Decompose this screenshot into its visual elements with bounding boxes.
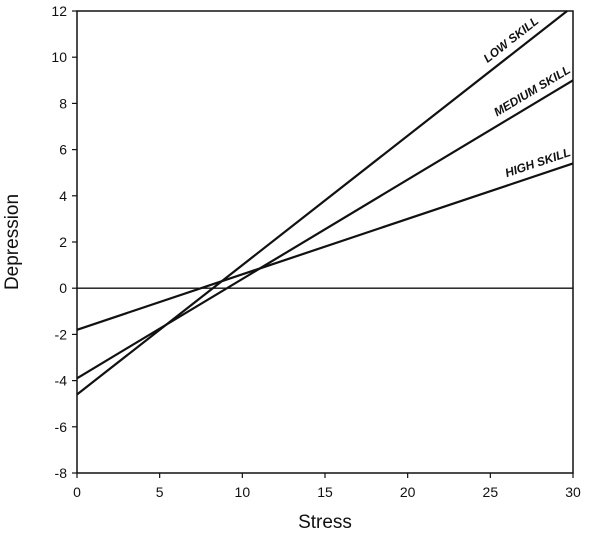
x-tick-label: 10 — [235, 484, 251, 500]
y-tick-label: -4 — [55, 373, 68, 389]
x-tick-label: 25 — [483, 484, 499, 500]
x-tick-label: 5 — [156, 484, 164, 500]
y-tick-label: -6 — [55, 419, 68, 435]
plot-frame — [76, 10, 574, 474]
y-tick-label: -8 — [55, 465, 68, 481]
series-label-medium-skill: MEDIUM SKILL — [491, 63, 573, 120]
y-tick-label: 4 — [59, 188, 67, 204]
y-axis-title: Depression — [2, 194, 23, 290]
x-tick-label: 20 — [400, 484, 416, 500]
x-tick-label: 0 — [73, 484, 81, 500]
y-tick-label: 8 — [59, 95, 67, 111]
x-tick-label: 15 — [317, 484, 333, 500]
y-tick-label: 2 — [59, 234, 67, 250]
y-tick-label: 12 — [51, 3, 67, 19]
series-line-low-skill — [76, 10, 568, 396]
series-line-high-skill — [76, 162, 574, 331]
series-line-medium-skill — [76, 79, 574, 380]
x-tick-label: 30 — [565, 484, 581, 500]
y-tick-label: -2 — [55, 326, 68, 342]
y-tick-label: 6 — [59, 142, 67, 158]
y-tick-label: 0 — [59, 280, 67, 296]
y-tick-label: 10 — [51, 49, 67, 65]
x-axis-title: Stress — [298, 512, 352, 533]
